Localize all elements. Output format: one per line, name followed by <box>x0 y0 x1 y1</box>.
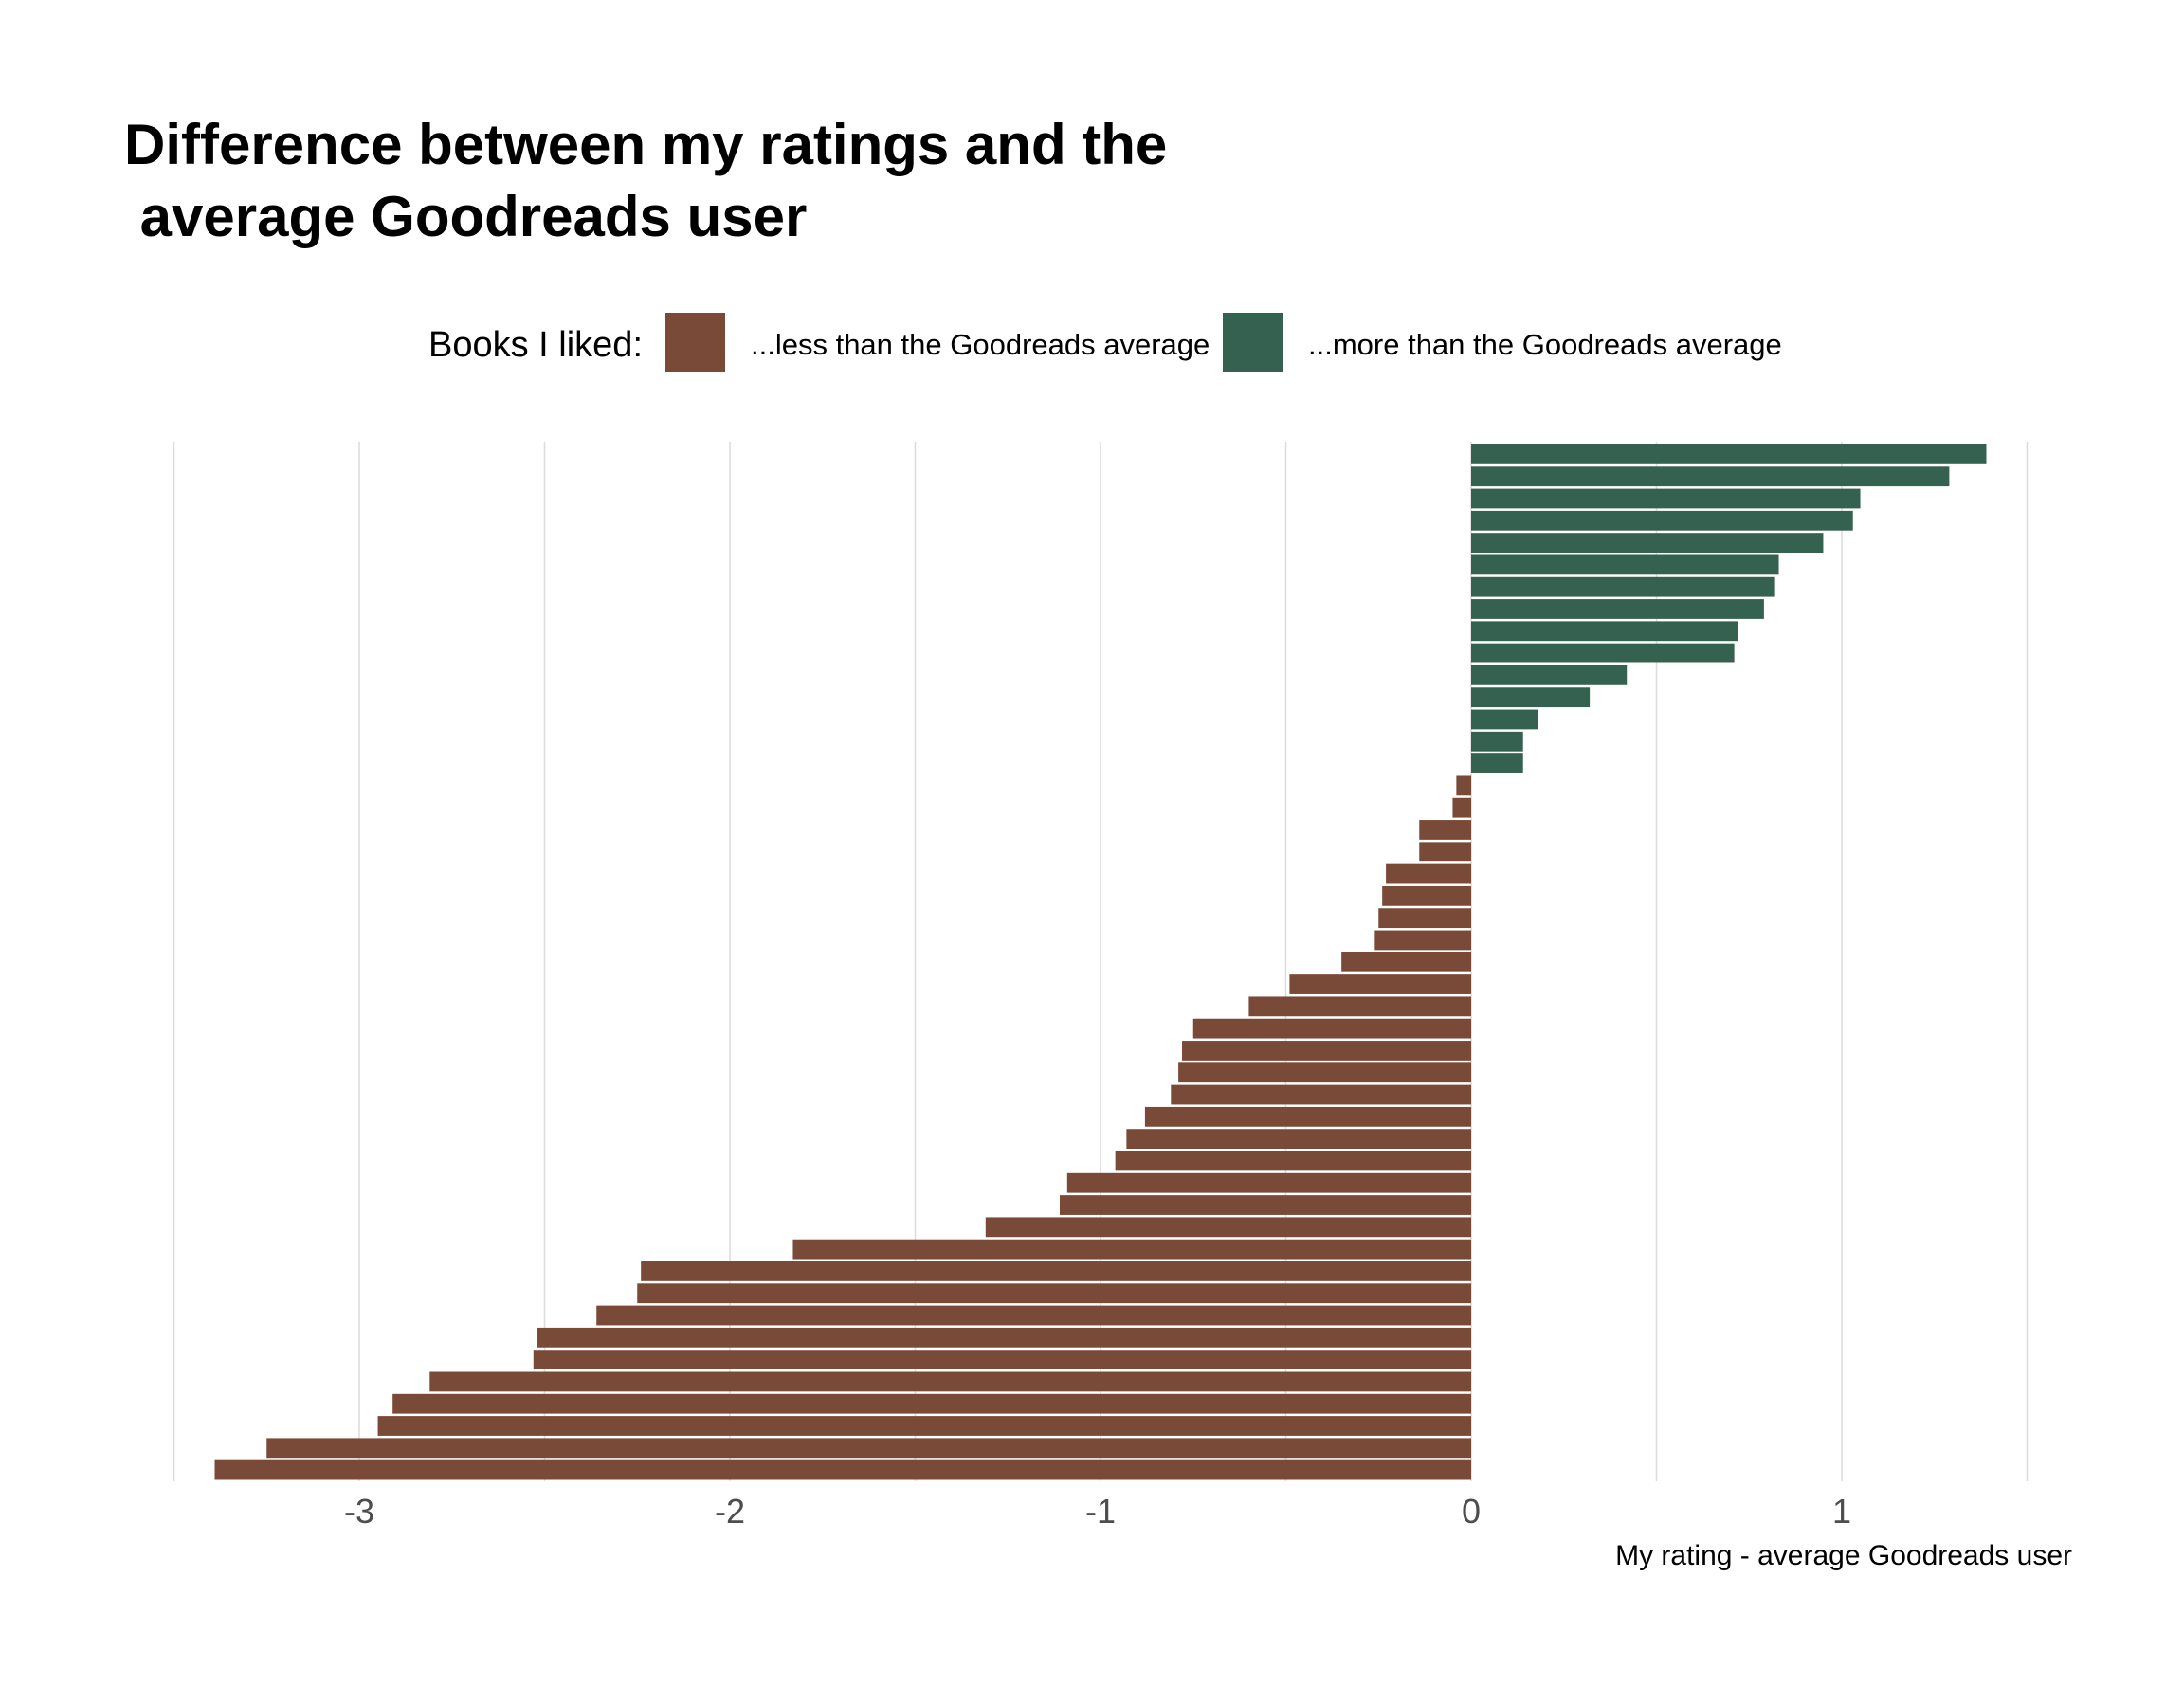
bar <box>1471 554 1779 575</box>
x-tick-label: -1 <box>1085 1492 1116 1531</box>
x-tick-label: -3 <box>344 1492 374 1531</box>
gridlines <box>173 442 2029 1481</box>
bar <box>792 1239 1471 1260</box>
legend-label-less: ...less than the Goodreads average <box>751 328 1210 361</box>
bar <box>1471 466 1950 487</box>
legend-swatch-more <box>1223 313 1283 372</box>
legend-title: Books I liked: <box>428 325 643 365</box>
bar <box>1386 863 1471 884</box>
bar <box>1289 974 1471 994</box>
bar <box>377 1416 1471 1436</box>
bar <box>1171 1084 1471 1105</box>
bar <box>1378 908 1471 929</box>
bar <box>1419 820 1471 840</box>
bar <box>1419 842 1471 862</box>
bar <box>1374 930 1471 951</box>
bar <box>266 1438 1471 1459</box>
bar <box>1115 1151 1471 1171</box>
bar <box>596 1305 1471 1326</box>
bar <box>392 1393 1472 1414</box>
bar <box>1471 664 1628 685</box>
bar <box>1341 952 1471 972</box>
bar <box>537 1327 1471 1348</box>
chart-title-line-2: average Goodreads user <box>124 185 807 248</box>
bar <box>1382 885 1471 906</box>
bar <box>1192 1018 1471 1039</box>
x-tick-labels: -3 -2 -1 0 1 <box>344 1492 1851 1531</box>
bar <box>1456 775 1471 796</box>
legend-label-more: ...more than the Goodreads average <box>1308 328 1782 361</box>
x-tick-label: 1 <box>1832 1492 1851 1531</box>
bar <box>1178 1062 1471 1083</box>
bar <box>1471 621 1738 642</box>
bar <box>1471 709 1538 730</box>
x-tick-label: -2 <box>715 1492 745 1531</box>
bar <box>429 1371 1471 1392</box>
bars <box>214 444 1987 1480</box>
bar <box>1471 576 1775 597</box>
chart-title-line-1: Difference between my ratings and the <box>124 113 1167 176</box>
bar <box>1471 731 1523 752</box>
x-axis-title: My rating - average Goodreads user <box>1615 1540 2072 1571</box>
bar <box>1452 797 1471 818</box>
bar <box>1248 996 1471 1017</box>
bar <box>637 1283 1471 1304</box>
bar <box>1471 444 1987 464</box>
bar <box>1471 687 1591 708</box>
bar <box>533 1350 1471 1370</box>
bar <box>1182 1041 1471 1061</box>
bar <box>1471 533 1824 553</box>
bar <box>1471 488 1861 509</box>
x-tick-label: 0 <box>1462 1492 1481 1531</box>
legend-swatch-less <box>665 313 725 372</box>
bar <box>641 1261 1471 1281</box>
bar <box>1471 753 1523 773</box>
bar <box>1471 599 1764 619</box>
bar <box>985 1217 1471 1238</box>
bar <box>1126 1129 1471 1150</box>
bar <box>1066 1172 1471 1193</box>
bar <box>1471 510 1853 531</box>
legend: Books I liked: ...less than the Goodread… <box>428 313 1782 372</box>
bar <box>1059 1195 1471 1215</box>
bar <box>1144 1106 1471 1127</box>
bar <box>214 1459 1471 1480</box>
bar <box>1471 643 1735 663</box>
